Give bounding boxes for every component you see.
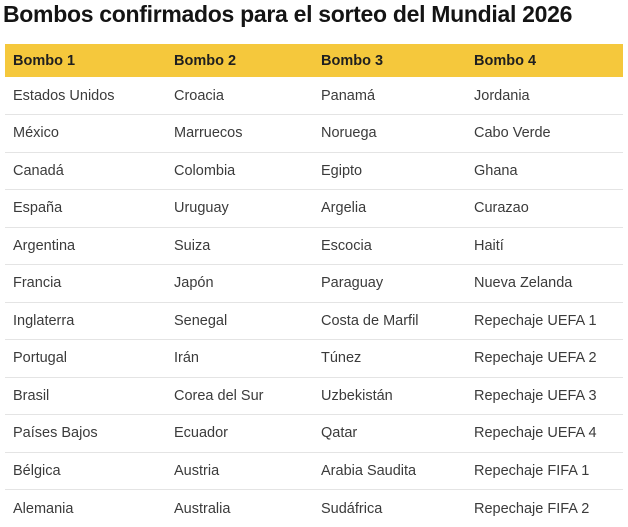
column-header-bombo-2: Bombo 2: [166, 44, 313, 77]
team-cell: Inglaterra: [5, 301, 166, 340]
table-row: Inglaterra Senegal Costa de Marfil Repechaj…: [5, 301, 623, 340]
team-cell: Arabia Saudita: [313, 451, 466, 490]
team-cell: Repechaje UEFA 3: [466, 376, 623, 415]
team-cell: Australia: [166, 489, 313, 527]
table-row: Países Bajos Ecuador Qatar Repechaje UEFA 4: [5, 414, 623, 452]
pots-table-body: Estados Unidos Croacia Panamá Jordania Méxic…: [5, 77, 623, 527]
team-cell: Países Bajos: [5, 414, 166, 452]
column-header-bombo-3: Bombo 3: [313, 44, 466, 77]
table-row: Brasil Corea del Sur Uzbekistán Repechaje U…: [5, 376, 623, 415]
team-cell: Estados Unidos: [13, 87, 115, 104]
table-row: Canadá Colombia Egipto Ghana: [5, 151, 623, 190]
table-row: España Uruguay Argelia Curazao: [5, 189, 623, 227]
pots-table-header: Bombo 1 Bombo 2 Bombo 3 Bombo 4: [5, 44, 623, 77]
team-cell: Repechaje FIFA 2: [466, 489, 623, 527]
team-cell: Cabo Verde: [466, 114, 623, 152]
team-cell: Uzbekistán: [313, 376, 466, 415]
table-row: Portugal Irán Túnez Repechaje UEFA 2: [5, 339, 623, 377]
team-cell: Alemania: [5, 489, 166, 527]
team-cell: Croacia: [174, 87, 224, 104]
team-cell: Escocia: [313, 226, 466, 265]
team-cell: Sudáfrica: [313, 489, 466, 527]
team-cell: Túnez: [313, 339, 466, 377]
team-cell: Corea del Sur: [166, 376, 313, 415]
chart-title: Bombos confirmados para el sorteo del Mu…: [3, 1, 573, 27]
team-cell: Francia: [5, 264, 166, 302]
team-cell: Repechaje UEFA 2: [466, 339, 623, 377]
team-cell: Portugal: [5, 339, 166, 377]
team-cell: Repechaje UEFA 4: [466, 414, 623, 452]
team-cell: México: [5, 114, 166, 152]
table-row: México Marruecos Noruega Cabo Verde: [5, 114, 623, 152]
team-cell: Haití: [466, 226, 623, 265]
team-cell: Austria: [166, 451, 313, 490]
team-cell: Ecuador: [166, 414, 313, 452]
team-cell: Canadá: [5, 151, 166, 190]
team-cell: Egipto: [313, 151, 466, 190]
header-row: Bombo 1 Bombo 2 Bombo 3 Bombo 4: [5, 44, 623, 77]
team-cell: Jordania: [474, 87, 530, 104]
column-header-bombo-1: Bombo 1: [5, 44, 166, 77]
team-cell: Suiza: [166, 226, 313, 265]
team-cell: Argentina: [5, 226, 166, 265]
team-cell: Curazao: [466, 189, 623, 227]
team-cell: Costa de Marfil: [313, 301, 466, 340]
team-cell: Brasil: [5, 376, 166, 415]
team-cell: Bélgica: [5, 451, 166, 490]
team-cell: Repechaje FIFA 1: [466, 451, 623, 490]
table-row: Francia Japón Paraguay Nueva Zelanda: [5, 264, 623, 302]
team-cell: Paraguay: [313, 264, 466, 302]
team-cell: Japón: [166, 264, 313, 302]
table-row: Estados Unidos Croacia Panamá Jordania: [5, 77, 623, 115]
team-cell: Repechaje UEFA 1: [466, 301, 623, 340]
team-cell: Marruecos: [166, 114, 313, 152]
team-cell: Uruguay: [166, 189, 313, 227]
pots-table: Bombo 1 Bombo 2 Bombo 3 Bombo 4 Estados …: [5, 44, 623, 527]
table-row: Argentina Suiza Escocia Haití: [5, 226, 623, 265]
table-row: Alemania Australia Sudáfrica Repechaje FIFA…: [5, 489, 623, 527]
team-cell: Irán: [166, 339, 313, 377]
team-cell: Nueva Zelanda: [466, 264, 623, 302]
team-cell: Qatar: [313, 414, 466, 452]
team-cell: Senegal: [166, 301, 313, 340]
team-cell: Ghana: [466, 151, 623, 190]
team-cell: Colombia: [166, 151, 313, 190]
table-row: Bélgica Austria Arabia Saudita Repechaje FI…: [5, 451, 623, 490]
team-cell: Argelia: [313, 189, 466, 227]
team-cell: Panamá: [321, 87, 376, 104]
team-cell: Noruega: [313, 114, 466, 152]
column-header-bombo-4: Bombo 4: [466, 44, 623, 77]
team-cell: España: [5, 189, 166, 227]
